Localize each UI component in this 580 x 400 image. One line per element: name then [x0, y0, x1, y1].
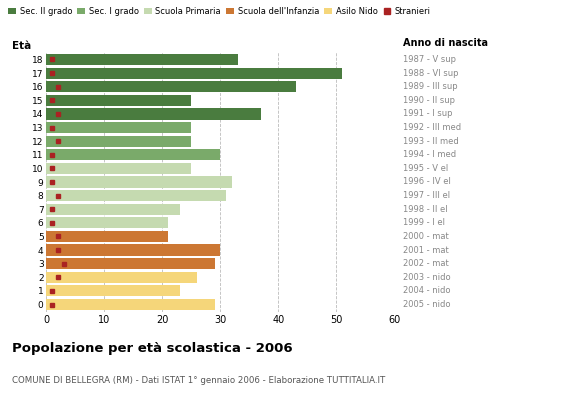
Text: 2001 - mat: 2001 - mat — [403, 246, 449, 254]
Bar — [46, 81, 296, 92]
Bar — [46, 95, 191, 106]
Text: 1988 - VI sup: 1988 - VI sup — [403, 68, 459, 78]
Bar — [46, 163, 191, 174]
Text: Anno di nascita: Anno di nascita — [403, 38, 488, 48]
Text: 1990 - II sup: 1990 - II sup — [403, 96, 455, 105]
Bar — [46, 258, 215, 269]
Bar — [46, 204, 180, 215]
Bar — [46, 231, 168, 242]
Text: 2003 - nido: 2003 - nido — [403, 273, 451, 282]
Bar — [46, 136, 191, 147]
Text: 1996 - IV el: 1996 - IV el — [403, 178, 451, 186]
Bar — [46, 54, 238, 65]
Legend: Sec. II grado, Sec. I grado, Scuola Primaria, Scuola dell'Infanzia, Asilo Nido, : Sec. II grado, Sec. I grado, Scuola Prim… — [7, 6, 431, 17]
Text: 1991 - I sup: 1991 - I sup — [403, 110, 452, 118]
Text: 1995 - V el: 1995 - V el — [403, 164, 448, 173]
Text: 1997 - III el: 1997 - III el — [403, 191, 450, 200]
Text: 1989 - III sup: 1989 - III sup — [403, 82, 458, 91]
Text: 2004 - nido: 2004 - nido — [403, 286, 451, 296]
Bar — [46, 217, 168, 228]
Bar — [46, 176, 232, 188]
Text: 2002 - mat: 2002 - mat — [403, 259, 449, 268]
Bar — [46, 272, 197, 283]
Bar — [46, 299, 215, 310]
Bar — [46, 190, 226, 201]
Text: 1993 - II med: 1993 - II med — [403, 137, 459, 146]
Bar — [46, 244, 220, 256]
Text: 1999 - I el: 1999 - I el — [403, 218, 445, 227]
Text: 2000 - mat: 2000 - mat — [403, 232, 449, 241]
Text: Età: Età — [12, 41, 31, 51]
Bar — [46, 285, 180, 296]
Text: 1992 - III med: 1992 - III med — [403, 123, 461, 132]
Text: 2005 - nido: 2005 - nido — [403, 300, 451, 309]
Text: 1998 - II el: 1998 - II el — [403, 205, 448, 214]
Bar — [46, 149, 220, 160]
Text: 1994 - I med: 1994 - I med — [403, 150, 456, 159]
Text: COMUNE DI BELLEGRA (RM) - Dati ISTAT 1° gennaio 2006 - Elaborazione TUTTITALIA.I: COMUNE DI BELLEGRA (RM) - Dati ISTAT 1° … — [12, 376, 385, 385]
Bar — [46, 122, 191, 133]
Bar — [46, 108, 261, 120]
Text: Popolazione per età scolastica - 2006: Popolazione per età scolastica - 2006 — [12, 342, 292, 355]
Bar — [46, 68, 342, 79]
Text: 1987 - V sup: 1987 - V sup — [403, 55, 456, 64]
